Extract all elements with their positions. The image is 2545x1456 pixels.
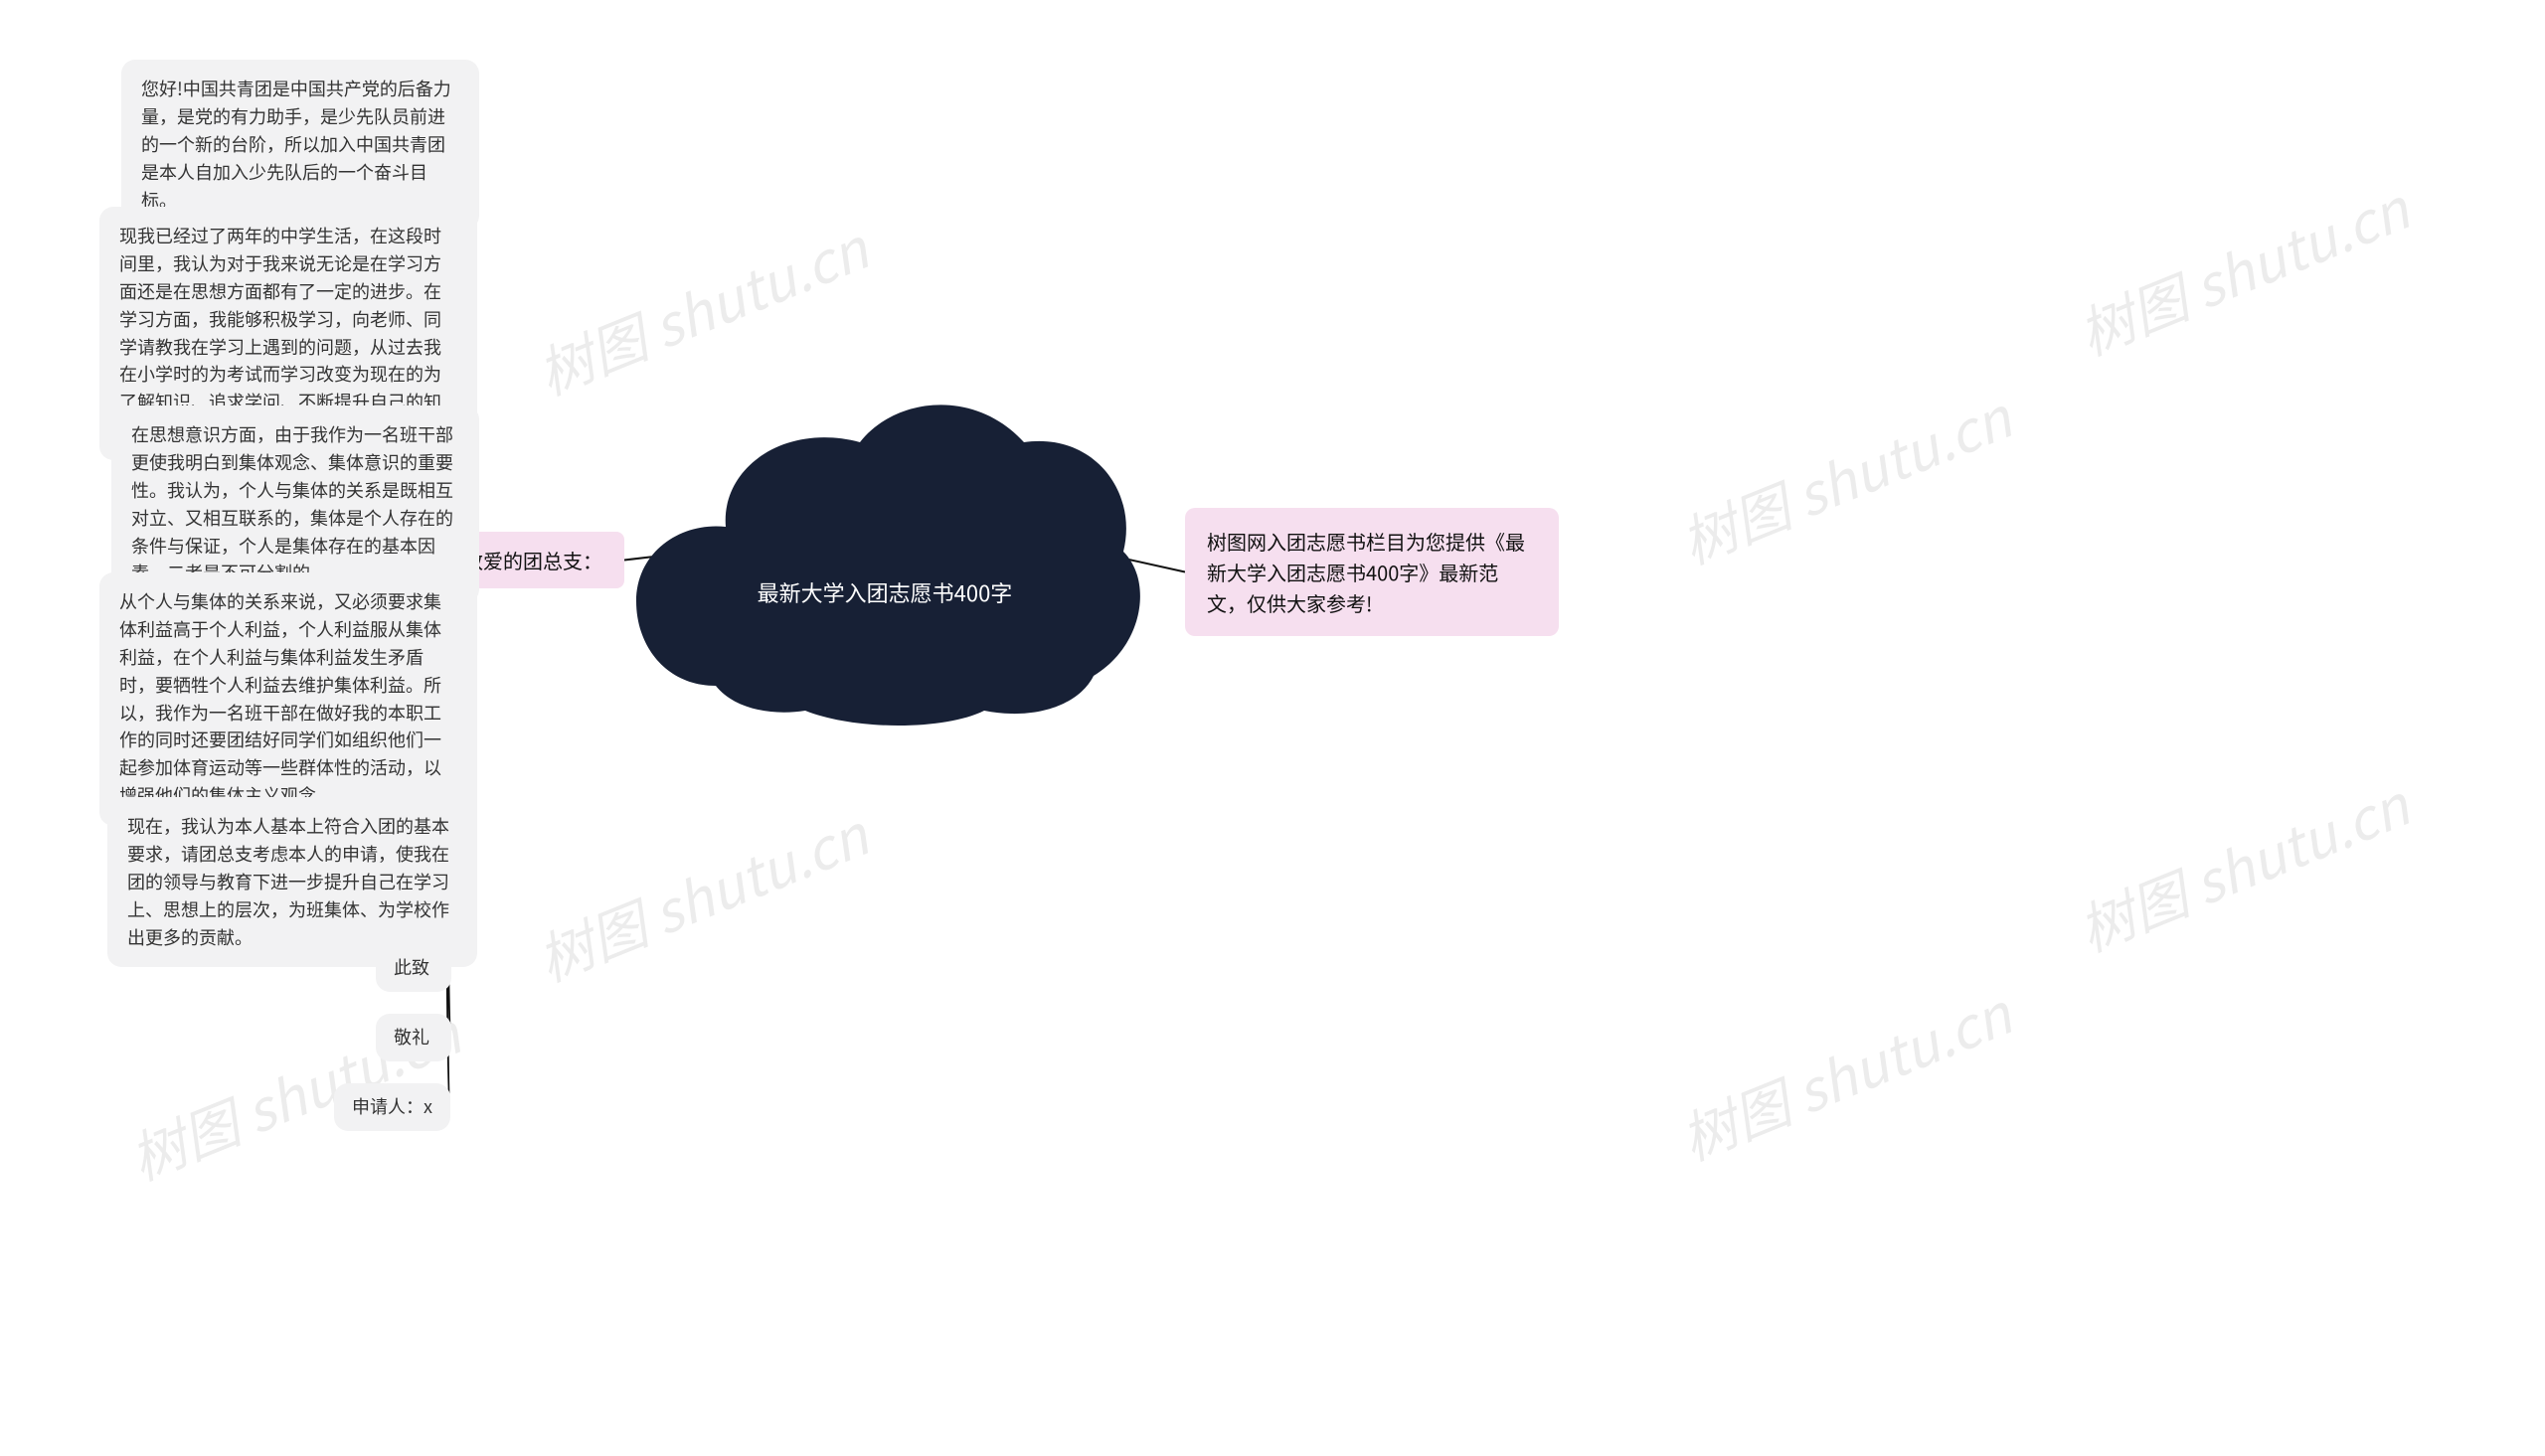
cloud-icon [626,388,1143,726]
leaf-text: 您好!中国共青团是中国共产党的后备力量，是党的有力助手，是少先队员前进的一个新的… [141,76,451,213]
leaf-text: 此致 [394,954,429,980]
leaf-node[interactable]: 申请人：x [334,1083,450,1131]
leaf-node[interactable]: 敬礼 [376,1014,451,1061]
leaf-text: 现在，我认为本人基本上符合入团的基本要求，请团总支考虑本人的申请，使我在团的领导… [127,813,449,950]
leaf-text: 申请人：x [352,1093,432,1119]
mindmap-canvas: 树图 shutu.cn 树图 shutu.cn 树图 shutu.cn 树图 s… [0,0,2545,1456]
watermark: 树图 shutu.cn [2066,166,2420,372]
watermark: 树图 shutu.cn [525,792,879,998]
branch-right-label: 树图网入团志愿书栏目为您提供《最新大学入团志愿书400字》最新范文，仅供大家参考… [1207,527,1525,617]
watermark: 树图 shutu.cn [1668,971,2022,1177]
leaf-text: 在思想意识方面，由于我作为一名班干部更使我明白到集体观念、集体意识的重要性。我认… [131,421,453,585]
branch-right[interactable]: 树图网入团志愿书栏目为您提供《最新大学入团志愿书400字》最新范文，仅供大家参考… [1185,508,1559,636]
branch-left-label: 敬爱的团总支： [463,546,602,574]
leaf-node[interactable]: 从个人与集体的关系来说，又必须要求集体利益高于个人利益，个人利益服从集体利益，在… [99,572,477,826]
center-node-label: 最新大学入团志愿书400字 [626,576,1143,609]
center-node[interactable]: 最新大学入团志愿书400字 [626,388,1143,726]
leaf-text: 敬礼 [394,1024,429,1050]
leaf-text: 从个人与集体的关系来说，又必须要求集体利益高于个人利益，个人利益服从集体利益，在… [119,588,441,808]
watermark: 树图 shutu.cn [525,206,879,411]
watermark: 树图 shutu.cn [1668,375,2022,580]
leaf-node[interactable]: 现在，我认为本人基本上符合入团的基本要求，请团总支考虑本人的申请，使我在团的领导… [107,797,477,967]
leaf-node[interactable]: 您好!中国共青团是中国共产党的后备力量，是党的有力助手，是少先队员前进的一个新的… [121,60,479,230]
watermark: 树图 shutu.cn [2066,762,2420,968]
leaf-node[interactable]: 此致 [376,944,451,992]
